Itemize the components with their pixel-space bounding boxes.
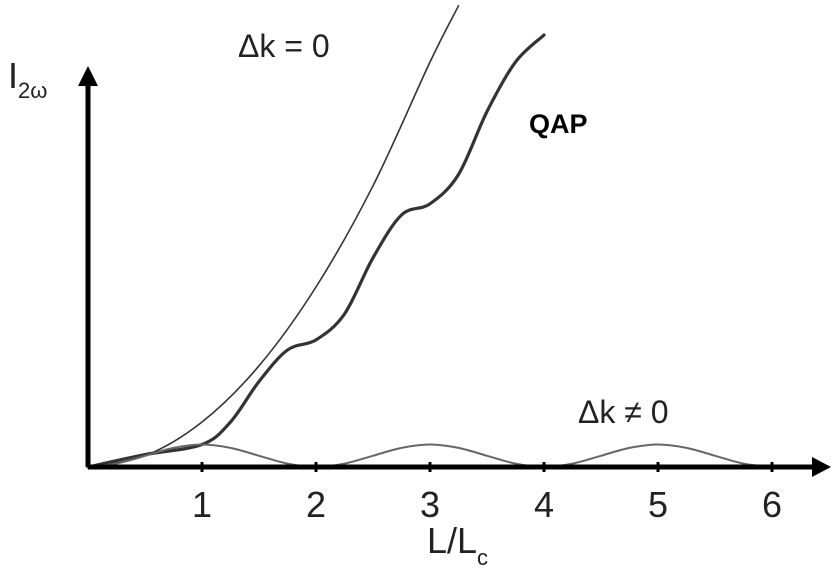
x-tick-label: 3 [420, 484, 440, 525]
x-tick-label: 4 [534, 484, 554, 525]
x-tick-label: 2 [306, 484, 326, 525]
x-tick-label: 5 [648, 484, 668, 525]
y-axis-label: I2ω [8, 55, 47, 103]
series-label-dk-zero: Δk = 0 [238, 28, 330, 64]
y-axis-arrowhead [78, 66, 98, 86]
series-layer [86, 5, 773, 469]
series-label-qap: QAP [529, 109, 588, 139]
x-axis-label: L/Lc [427, 520, 488, 570]
x-tick-label: 6 [762, 484, 782, 525]
tick-layer: 1 2 3 4 5 6 [192, 462, 782, 525]
series-line-qap [86, 33, 546, 469]
x-axis-arrowhead [812, 457, 831, 477]
x-tick-label: 1 [192, 484, 212, 525]
series-label-dk-nonzero: Δk ≠ 0 [578, 394, 669, 430]
series-line-dk-nonzero [87, 443, 773, 468]
series-line-dk-zero [87, 5, 460, 468]
